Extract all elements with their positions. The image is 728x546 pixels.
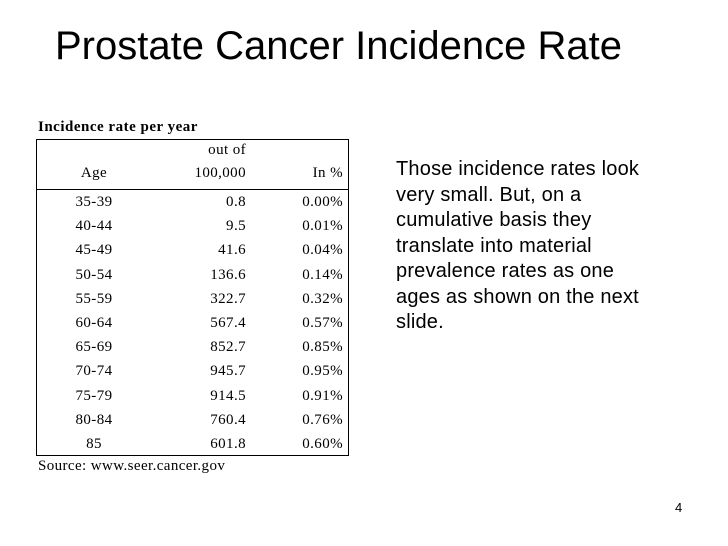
cell-age: 75-79 [75, 387, 113, 404]
explanation-line: very small. But, on a [396, 183, 582, 206]
cell-rate: 9.5 [226, 218, 246, 235]
cell-age: 40-44 [75, 218, 113, 235]
cell-pct: 0.32% [302, 290, 343, 307]
cell-rate: 914.5 [210, 387, 246, 404]
cell-age: 55-59 [75, 290, 113, 307]
cell-age: 60-64 [75, 314, 113, 331]
cell-pct: 0.01% [302, 218, 343, 235]
table-row: 75-79 914.5 0.91% [37, 384, 348, 408]
header-age: Age [80, 165, 108, 181]
page-number: 4 [675, 500, 683, 515]
table-row: 55-59 322.7 0.32% [37, 287, 348, 311]
explanation-line: cumulative basis they [396, 209, 592, 231]
explanation-text: Those incidence rates look very small. B… [396, 157, 696, 336]
cell-pct: 0.95% [302, 363, 343, 380]
cell-rate: 760.4 [210, 411, 246, 428]
cell-rate: 601.8 [210, 435, 246, 452]
cell-rate: 322.7 [210, 290, 246, 307]
cell-rate: 41.6 [218, 242, 246, 259]
table-row: 70-74 945.7 0.95% [37, 359, 348, 383]
cell-rate: 567.4 [210, 314, 246, 331]
cell-pct: 0.00% [302, 194, 343, 210]
explanation-line: prevalence rates as one [396, 260, 615, 282]
table-row: 65-69 852.7 0.85% [37, 335, 348, 359]
cell-age: 45-49 [75, 242, 113, 259]
table-row: 80-84 760.4 0.76% [37, 408, 348, 432]
table-row: 40-44 9.5 0.01% [37, 214, 348, 238]
cell-age: 85 [86, 435, 102, 452]
table-row: 45-49 41.6 0.04% [37, 238, 348, 262]
table-source: Source: www.seer.cancer.gov [38, 458, 226, 474]
explanation-line: translate into material [396, 234, 592, 257]
table-caption: Incidence rate per year [38, 119, 198, 135]
cell-pct: 0.85% [302, 339, 343, 356]
table-row: 35-39 0.8 0.00% [37, 190, 348, 214]
header-pct: In % [312, 165, 343, 181]
cell-age: 80-84 [75, 411, 113, 428]
cell-age: 65-69 [75, 339, 113, 356]
cell-pct: 0.76% [302, 411, 343, 428]
cell-rate: 136.6 [210, 266, 246, 283]
table-header: Age out of 100,000 In % [37, 140, 348, 190]
cell-rate: 945.7 [210, 363, 246, 380]
header-rate-line2: 100,000 [194, 165, 246, 181]
cell-pct: 0.57% [302, 314, 343, 331]
explanation-line: ages as shown on the next [396, 285, 639, 308]
table-body: 35-39 0.8 0.00% 40-44 9.5 0.01% 45-49 41.6 0.0… [37, 190, 348, 456]
slide-title: Prostate Cancer Incidence Rate [55, 24, 622, 68]
header-rate-line1: out of [208, 142, 246, 158]
cell-rate: 852.7 [210, 339, 246, 356]
table-row: 60-64 567.4 0.57% [37, 311, 348, 335]
table-row: 85 601.8 0.60% [37, 432, 348, 456]
cell-rate: 0.8 [226, 194, 246, 210]
cell-age: 70-74 [75, 363, 113, 380]
incidence-table: Age out of 100,000 In % 35-39 0.8 0.00% 40… [36, 139, 349, 456]
cell-pct: 0.14% [302, 266, 343, 283]
cell-age: 50-54 [75, 266, 113, 283]
cell-pct: 0.91% [302, 387, 343, 404]
table-row: 50-54 136.6 0.14% [37, 263, 348, 287]
cell-pct: 0.04% [302, 242, 343, 259]
cell-age: 35-39 [75, 194, 113, 210]
cell-pct: 0.60% [302, 435, 343, 452]
explanation-line: slide. [396, 311, 444, 333]
explanation-line: Those incidence rates look [396, 158, 640, 180]
